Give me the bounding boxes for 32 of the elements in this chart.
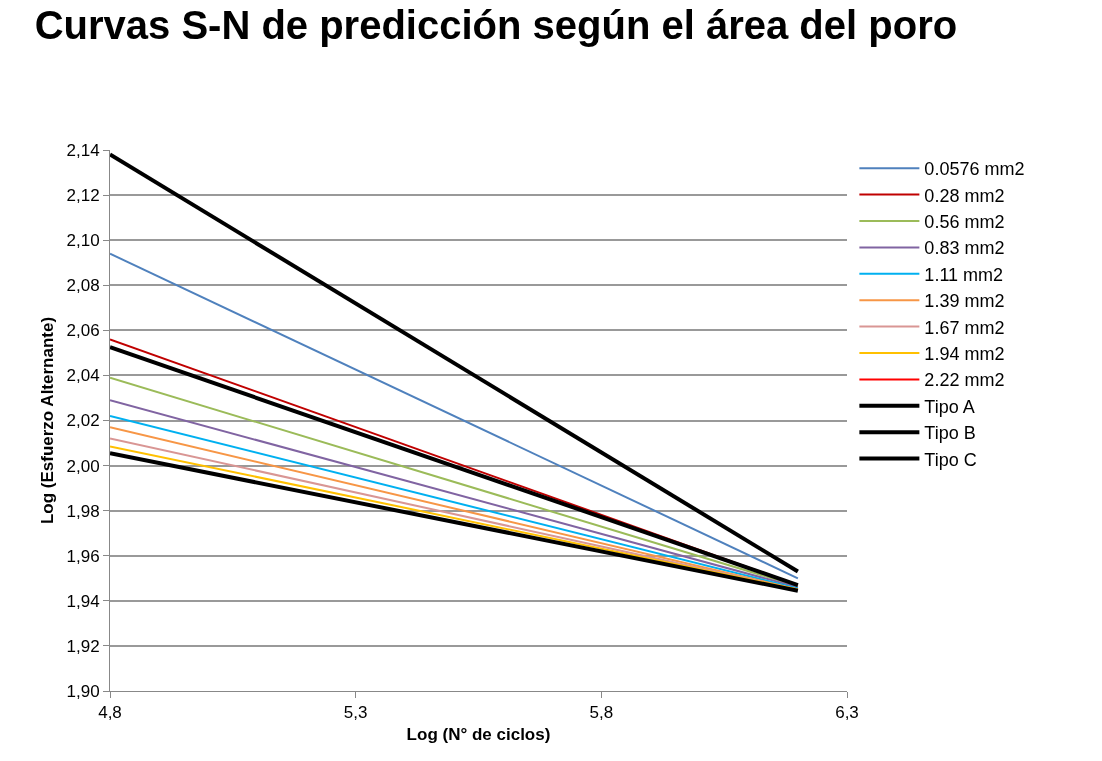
x-tick-label: 5,3: [343, 703, 368, 723]
x-axis-title: Log (N° de ciclos): [406, 724, 551, 744]
legend-label: 1.11 mm2: [924, 264, 1004, 285]
y-tick-label: 1,92: [66, 636, 100, 656]
legend-label: Tipo C: [924, 449, 977, 470]
y-tick-label: 2,10: [66, 231, 100, 251]
legend-label: Tipo B: [924, 423, 976, 444]
y-tick-label: 2,08: [66, 276, 100, 296]
legend-label: 1.39 mm2: [924, 291, 1005, 312]
legend-label: Tipo A: [924, 396, 975, 417]
legend-label: 0.83 mm2: [924, 238, 1005, 259]
y-tick-label: 1,96: [66, 546, 100, 566]
y-tick-label: 1,90: [66, 681, 100, 701]
y-tick-label: 2,12: [66, 186, 100, 206]
y-tick-label: 2,04: [66, 366, 100, 386]
legend-label: 0.28 mm2: [924, 185, 1005, 206]
y-tick-label: 2,02: [66, 411, 100, 431]
legend-label: 1.67 mm2: [924, 317, 1005, 338]
x-tick-label: 4,8: [98, 703, 122, 723]
x-tick-label: 5,8: [589, 703, 614, 723]
chart-title: Curvas S-N de predicción según el área del poro: [34, 3, 958, 48]
y-tick-label: 1,94: [66, 591, 100, 611]
legend-label: 1.94 mm2: [924, 344, 1005, 365]
legend-label: 2.22 mm2: [924, 370, 1005, 391]
y-tick-label: 1,98: [66, 501, 100, 521]
legend-label: 0.0576 mm2: [924, 159, 1025, 180]
y-tick-label: 2,14: [66, 140, 100, 160]
x-tick-label: 6,3: [835, 703, 859, 723]
y-tick-label: 2,06: [66, 321, 100, 341]
y-tick-label: 2,00: [66, 456, 100, 476]
y-axis-title: Log (Esfuerzo Alternante): [38, 316, 58, 525]
legend-label: 0.56 mm2: [924, 212, 1005, 233]
